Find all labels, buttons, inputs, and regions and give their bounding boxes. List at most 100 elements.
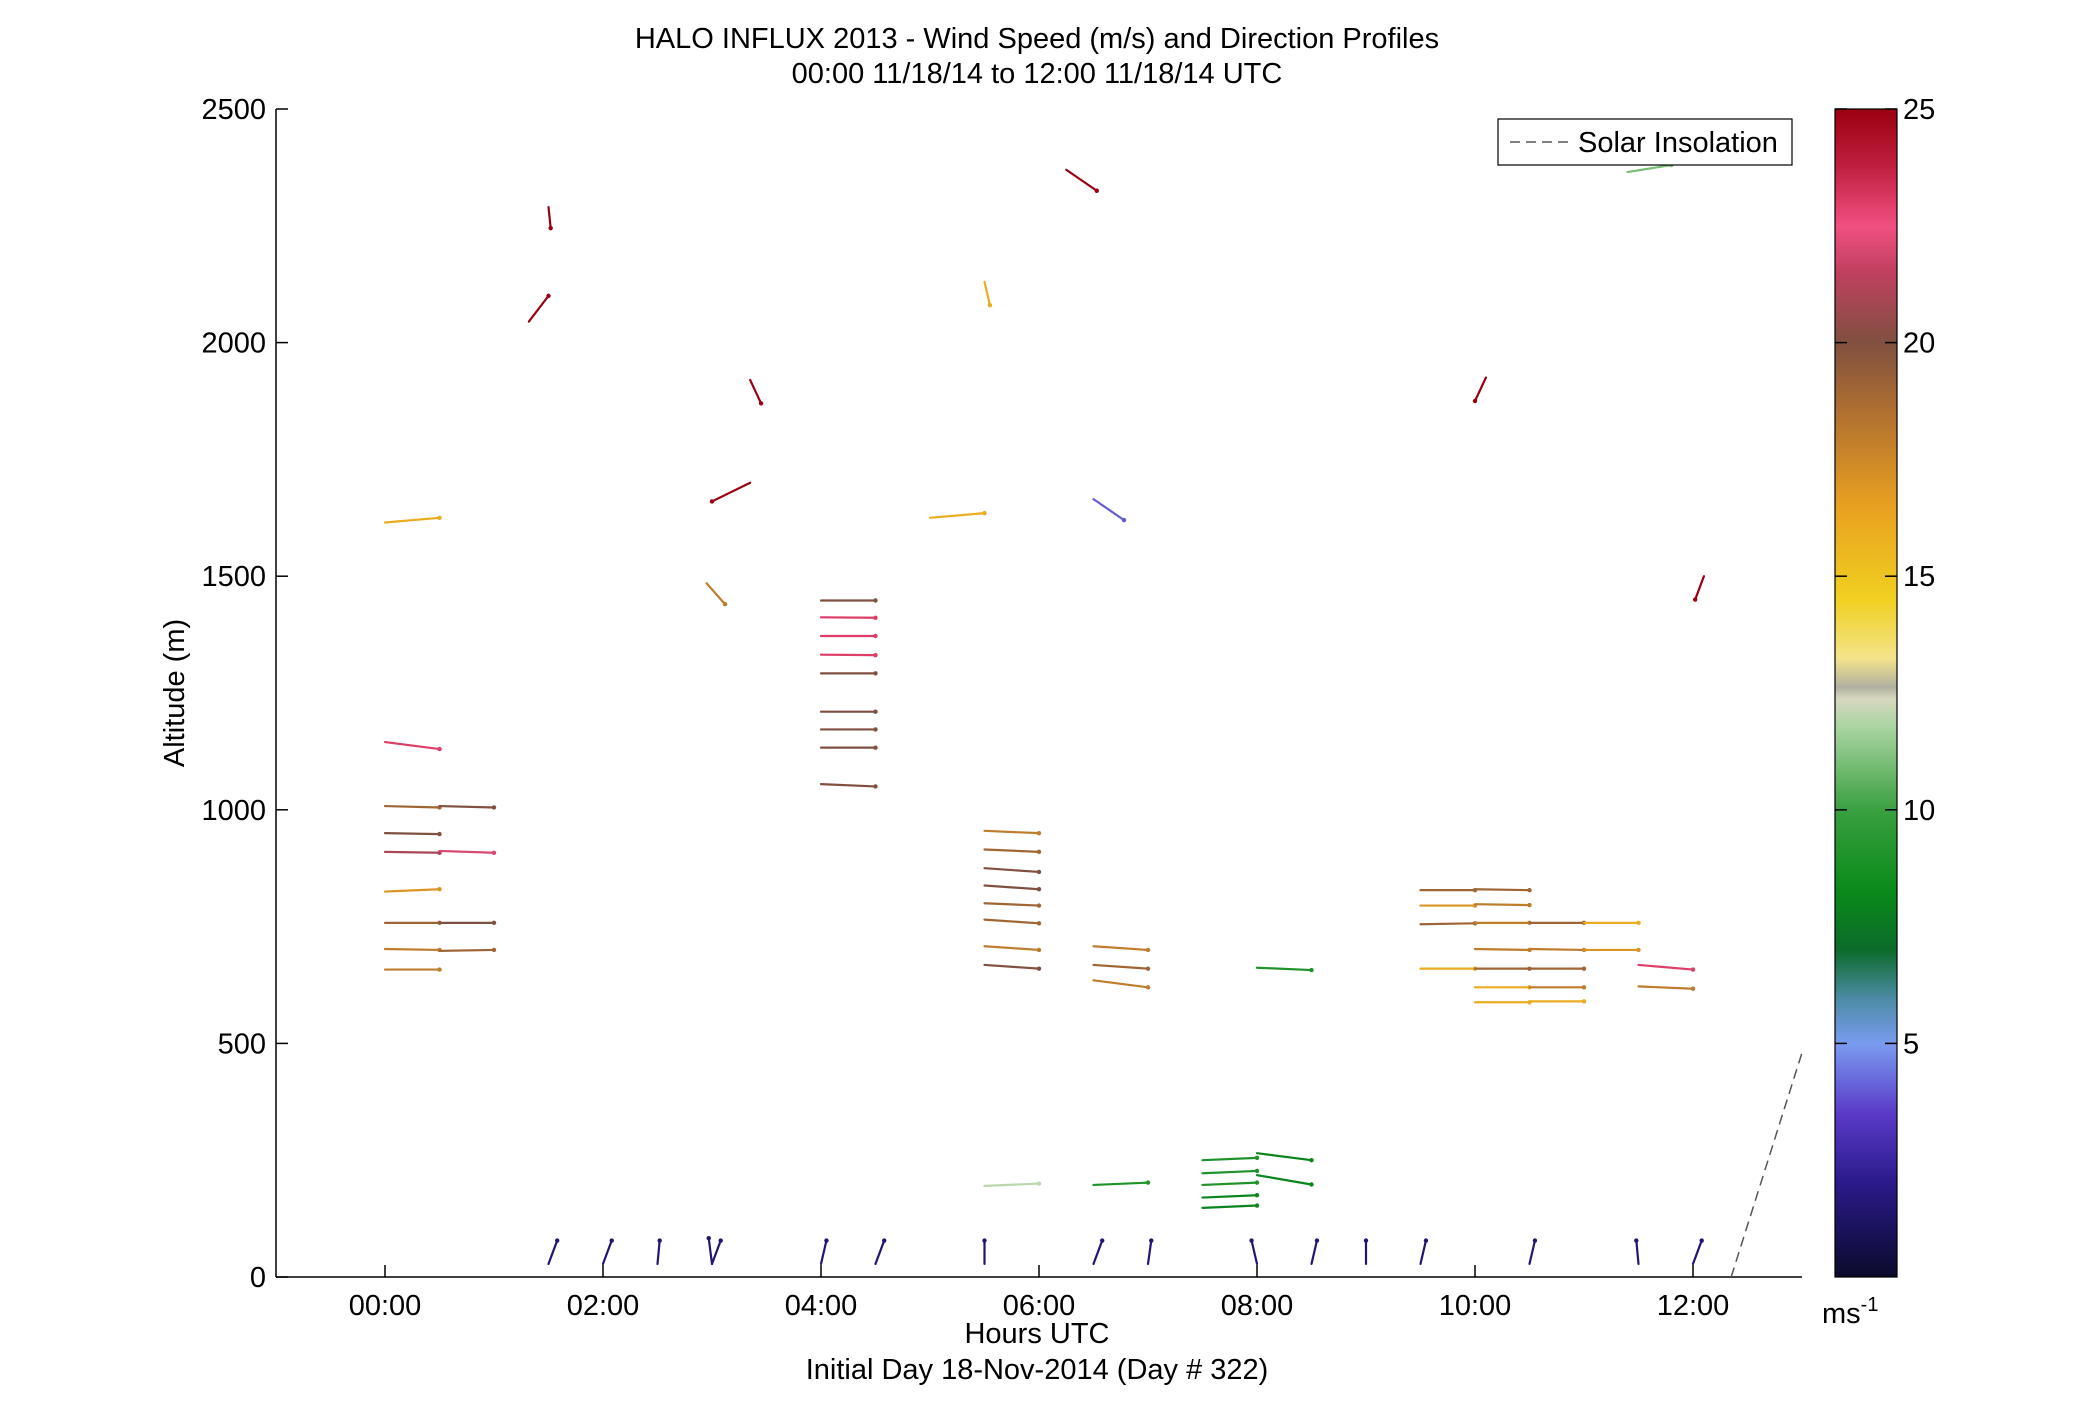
- wind-vector-head: [1692, 597, 1698, 602]
- wind-vector-head: [1036, 966, 1042, 971]
- wind-vector-head: [1094, 188, 1099, 193]
- wind-vector: [1694, 575, 1706, 601]
- wind-vector: [438, 804, 496, 809]
- wind-vector-head: [982, 1238, 987, 1243]
- chart-title: HALO INFLUX 2013 - Wind Speed (m/s) and …: [635, 23, 1439, 55]
- wind-vector-head: [546, 293, 551, 299]
- wind-vector-head: [1036, 1181, 1042, 1186]
- wind-vector: [1092, 1239, 1104, 1266]
- wind-vector: [1637, 963, 1695, 971]
- wind-vector-head: [758, 401, 764, 406]
- colorbar: [1834, 108, 1898, 1278]
- wind-vector: [438, 849, 496, 854]
- wind-vector-head: [1254, 1180, 1260, 1185]
- wind-vector-head: [1636, 947, 1641, 953]
- wind-vector: [1637, 985, 1695, 990]
- wind-vector-head: [873, 633, 878, 639]
- y-tick-label: 2500: [201, 94, 266, 126]
- wind-vector: [1065, 168, 1098, 192]
- wind-vector: [383, 832, 441, 836]
- wind-vector: [983, 945, 1041, 952]
- x-tick-label: 08:00: [1221, 1290, 1294, 1322]
- wind-vector-head: [1036, 849, 1042, 855]
- chart-subtitle: 00:00 11/18/14 to 12:00 11/18/14 UTC: [792, 58, 1283, 90]
- wind-vector-head: [437, 887, 442, 892]
- wind-vector-head: [706, 1236, 711, 1241]
- wind-vector-head: [1634, 1238, 1639, 1243]
- wind-vector: [1528, 947, 1586, 952]
- x-tick-label: 10:00: [1439, 1290, 1512, 1322]
- wind-vector: [1092, 979, 1150, 989]
- wind-vector-head: [718, 1238, 723, 1243]
- wind-vector: [1255, 1152, 1313, 1162]
- wind-vector-head: [437, 515, 442, 520]
- legend-label: Solar Insolation: [1578, 127, 1778, 159]
- wind-vector: [1635, 1239, 1640, 1266]
- colorbar-unit: ms-1: [1822, 1294, 1878, 1330]
- y-tick-label: 1500: [201, 561, 266, 593]
- y-tick-label: 0: [250, 1262, 266, 1294]
- x-axis-label: Hours UTC: [964, 1318, 1109, 1350]
- wind-vector-head: [555, 1238, 560, 1243]
- wind-vector: [710, 481, 752, 503]
- wind-vector: [656, 1239, 661, 1266]
- wind-vector: [707, 1237, 714, 1266]
- wind-vector: [1092, 1181, 1150, 1187]
- wind-vector-head: [873, 784, 878, 789]
- wind-vector-head: [1036, 903, 1042, 908]
- wind-vector-head: [1145, 947, 1151, 953]
- colorbar-tick-label: 25: [1903, 94, 1935, 126]
- wind-vector-head: [1036, 921, 1042, 926]
- wind-vector: [1201, 1169, 1259, 1175]
- wind-vector: [1626, 163, 1673, 174]
- wind-vector-head: [1121, 517, 1127, 523]
- colorbar-tick-label: 10: [1903, 795, 1935, 827]
- wind-vector-head: [1100, 1238, 1105, 1243]
- wind-vector-head: [437, 746, 442, 752]
- wind-vector-head: [1581, 985, 1587, 990]
- wind-vector-head: [1254, 1203, 1260, 1208]
- wind-vector: [749, 378, 763, 405]
- wind-vector: [1473, 903, 1531, 907]
- wind-vector-head: [491, 947, 497, 953]
- wind-vector: [1201, 1156, 1259, 1162]
- colorbar-ticks: 5 10 15 20 25: [1835, 94, 1935, 1060]
- wind-vector-head: [548, 225, 553, 231]
- wind-vector: [1092, 945, 1150, 952]
- wind-vector-head: [1254, 1168, 1260, 1174]
- wind-vector-head: [1314, 1238, 1320, 1243]
- wind-vector-head: [873, 652, 878, 658]
- wind-vector: [383, 850, 441, 854]
- wind-vector-head: [982, 510, 987, 516]
- colorbar-tick-label: 15: [1903, 561, 1935, 593]
- wind-vector-head: [1636, 920, 1641, 926]
- wind-vector: [983, 1182, 1041, 1187]
- wind-vector-head: [722, 602, 728, 607]
- wind-vector-head: [1309, 1182, 1314, 1187]
- wind-vector: [983, 280, 992, 307]
- wind-vector-head: [1309, 1158, 1314, 1163]
- wind-vector-head: [1036, 887, 1042, 892]
- wind-vector-head: [1699, 1238, 1704, 1243]
- wind-vector-head: [1036, 947, 1042, 953]
- wind-vector: [601, 1239, 613, 1266]
- wind-vector-head: [882, 1238, 887, 1243]
- wind-vector-head: [1690, 986, 1696, 991]
- y-axis-ticks: 0 500 1000 1500 2000 2500: [201, 94, 288, 1294]
- wind-vector-head: [1309, 967, 1314, 973]
- wind-vector-head: [1690, 967, 1696, 972]
- wind-vector: [1201, 1194, 1259, 1199]
- wind-vector-head: [1036, 830, 1042, 836]
- x-tick-label: 12:00: [1657, 1290, 1730, 1322]
- wind-vector-head: [491, 920, 497, 926]
- wind-vector: [383, 947, 441, 952]
- wind-vector-head: [873, 709, 878, 714]
- wind-vector-head: [1363, 1238, 1369, 1243]
- wind-vector-head: [1254, 1155, 1260, 1161]
- wind-vector: [983, 848, 1041, 853]
- wind-vector: [383, 740, 441, 751]
- wind-vector-head: [1254, 1193, 1260, 1198]
- wind-vector: [1092, 963, 1150, 970]
- wind-vector-head: [1581, 999, 1587, 1004]
- wind-vector: [1691, 1239, 1703, 1266]
